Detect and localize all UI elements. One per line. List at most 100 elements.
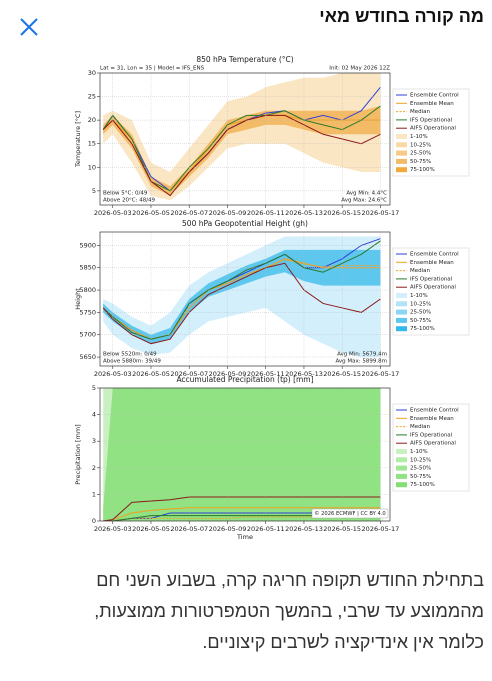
copyright: © 2026 ECMWF | CC BY 4.0 bbox=[314, 510, 385, 517]
x-tick-label: 2026-05-17 bbox=[362, 525, 400, 533]
legend-swatch bbox=[396, 142, 407, 148]
series-line bbox=[103, 516, 381, 521]
legend-swatch bbox=[396, 317, 407, 323]
close-icon bbox=[20, 18, 38, 36]
x-tick-label: 2026-05-15 bbox=[323, 370, 361, 378]
legend-swatch bbox=[396, 326, 407, 332]
legend-label: IFS Operational bbox=[410, 117, 453, 123]
x-tick-label: 2026-05-07 bbox=[170, 525, 208, 533]
x-tick-label: 2026-05-13 bbox=[285, 209, 323, 217]
legend-label: 50-75% bbox=[410, 474, 431, 480]
body-line: מהממוצע עד שרבי, בהמשך הטמפרטורות ממוצעו… bbox=[94, 601, 484, 621]
annotation: Below 5520m: 0/49 bbox=[103, 352, 157, 358]
x-axis-label: Time bbox=[236, 533, 253, 541]
y-tick-label: 5850 bbox=[79, 264, 96, 272]
y-tick-label: 1 bbox=[92, 490, 96, 498]
legend-label: 25-50% bbox=[410, 151, 431, 157]
x-tick-label: 2026-05-09 bbox=[209, 525, 247, 533]
legend-swatch bbox=[396, 449, 407, 454]
legend-label: 10-25% bbox=[410, 301, 431, 307]
x-tick-label: 2026-05-07 bbox=[170, 370, 208, 378]
y-tick-label: 5750 bbox=[79, 308, 96, 316]
y-tick-label: 5 bbox=[92, 384, 96, 392]
y-tick-label: 5650 bbox=[79, 353, 96, 361]
percentile-band bbox=[103, 249, 381, 344]
legend-label: Ensemble Mean bbox=[410, 260, 454, 266]
legend-label: AIFS Operational bbox=[410, 126, 456, 132]
y-tick-label: 5 bbox=[92, 187, 96, 195]
legend-label: 10-25% bbox=[410, 142, 431, 148]
x-tick-label: 2026-05-17 bbox=[362, 370, 400, 378]
x-tick-label: 2026-05-03 bbox=[94, 209, 132, 217]
legend-label: 25-50% bbox=[410, 310, 431, 316]
y-tick-label: 3 bbox=[92, 437, 96, 445]
x-tick-label: 2026-05-05 bbox=[132, 209, 170, 217]
legend-label: IFS Operational bbox=[410, 432, 453, 438]
plot-frame bbox=[99, 387, 391, 522]
annotation: Above 5880m: 39/49 bbox=[103, 359, 161, 365]
x-tick-label: 2026-05-09 bbox=[209, 370, 247, 378]
legend-label: Ensemble Control bbox=[410, 408, 459, 414]
plot-frame bbox=[99, 231, 391, 367]
x-tick-label: 2026-05-17 bbox=[362, 209, 400, 217]
legend-label: 1-10% bbox=[410, 293, 428, 299]
close-button[interactable] bbox=[18, 16, 40, 38]
x-tick-label: 2026-05-13 bbox=[285, 370, 323, 378]
legend-label: 10-25% bbox=[410, 457, 431, 463]
legend-swatch bbox=[396, 309, 407, 315]
page-title: מה קורה בחודש מאי bbox=[319, 6, 484, 26]
legend-label: AIFS Operational bbox=[410, 441, 456, 447]
x-tick-label: 2026-05-13 bbox=[285, 525, 323, 533]
chart-title: 850 hPa Temperature (°C) bbox=[196, 55, 293, 64]
body-line: בתחילת החודש תקופה חריגה קרה, בשבוע השני… bbox=[96, 570, 484, 590]
legend-swatch bbox=[396, 473, 407, 479]
series-line bbox=[102, 262, 381, 345]
plot-area bbox=[103, 388, 381, 521]
x-tick-label: 2026-05-09 bbox=[209, 209, 247, 217]
y-tick-label: 0 bbox=[92, 517, 96, 525]
legend-label: 75-100% bbox=[410, 326, 435, 332]
x-tick-label: 2026-05-07 bbox=[170, 209, 208, 217]
series-line bbox=[102, 114, 381, 197]
series-line bbox=[103, 496, 381, 521]
legend-label: 1-10% bbox=[410, 449, 428, 455]
series-line bbox=[103, 507, 381, 521]
legend-label: Ensemble Control bbox=[410, 93, 459, 99]
annotation: Avg Min: 4.4°C bbox=[346, 191, 387, 197]
legend-swatch bbox=[396, 465, 407, 471]
legend-swatch bbox=[396, 158, 407, 164]
chart-title: Accumulated Precipitation (tp) [mm] bbox=[176, 375, 313, 384]
series-line bbox=[102, 259, 381, 340]
legend-swatch bbox=[396, 457, 407, 463]
y-tick-label: 2 bbox=[92, 464, 96, 472]
x-tick-label: 2026-05-03 bbox=[94, 370, 132, 378]
plot-frame bbox=[99, 72, 391, 206]
annotation: Avg Min: 5679.4m bbox=[337, 352, 387, 358]
y-tick-label: 5700 bbox=[79, 331, 96, 339]
chart-subtitle: Lat = 31, Lon = 35 | Model = IFS_ENS bbox=[100, 66, 205, 72]
legend-label: Median bbox=[410, 268, 431, 274]
x-tick-label: 2026-05-15 bbox=[323, 209, 361, 217]
y-tick-label: 5800 bbox=[79, 286, 96, 294]
annotation: Avg Max: 24.6°C bbox=[341, 198, 387, 204]
legend-swatch bbox=[396, 167, 407, 173]
legend-swatch bbox=[396, 482, 407, 488]
y-axis-label: Precipitation [mm] bbox=[74, 424, 82, 484]
legend-label: AIFS Operational bbox=[410, 285, 456, 291]
y-axis-label: Temperature [°C] bbox=[74, 111, 82, 168]
y-tick-label: 10 bbox=[88, 163, 96, 171]
chart-subtitle: Init: 02 May 2026 12Z bbox=[329, 66, 390, 72]
x-tick-label: 2026-05-11 bbox=[247, 370, 285, 378]
legend-swatch bbox=[396, 293, 407, 298]
y-tick-label: 15 bbox=[88, 140, 96, 148]
legend-label: Median bbox=[410, 424, 431, 430]
x-tick-label: 2026-05-05 bbox=[132, 525, 170, 533]
legend-label: Ensemble Mean bbox=[410, 416, 454, 422]
legend-label: 50-75% bbox=[410, 318, 431, 324]
legend-label: 50-75% bbox=[410, 159, 431, 165]
legend-swatch bbox=[396, 301, 407, 307]
legend-label: Ensemble Control bbox=[410, 252, 459, 258]
annotation: Avg Max: 5899.8m bbox=[335, 359, 387, 365]
